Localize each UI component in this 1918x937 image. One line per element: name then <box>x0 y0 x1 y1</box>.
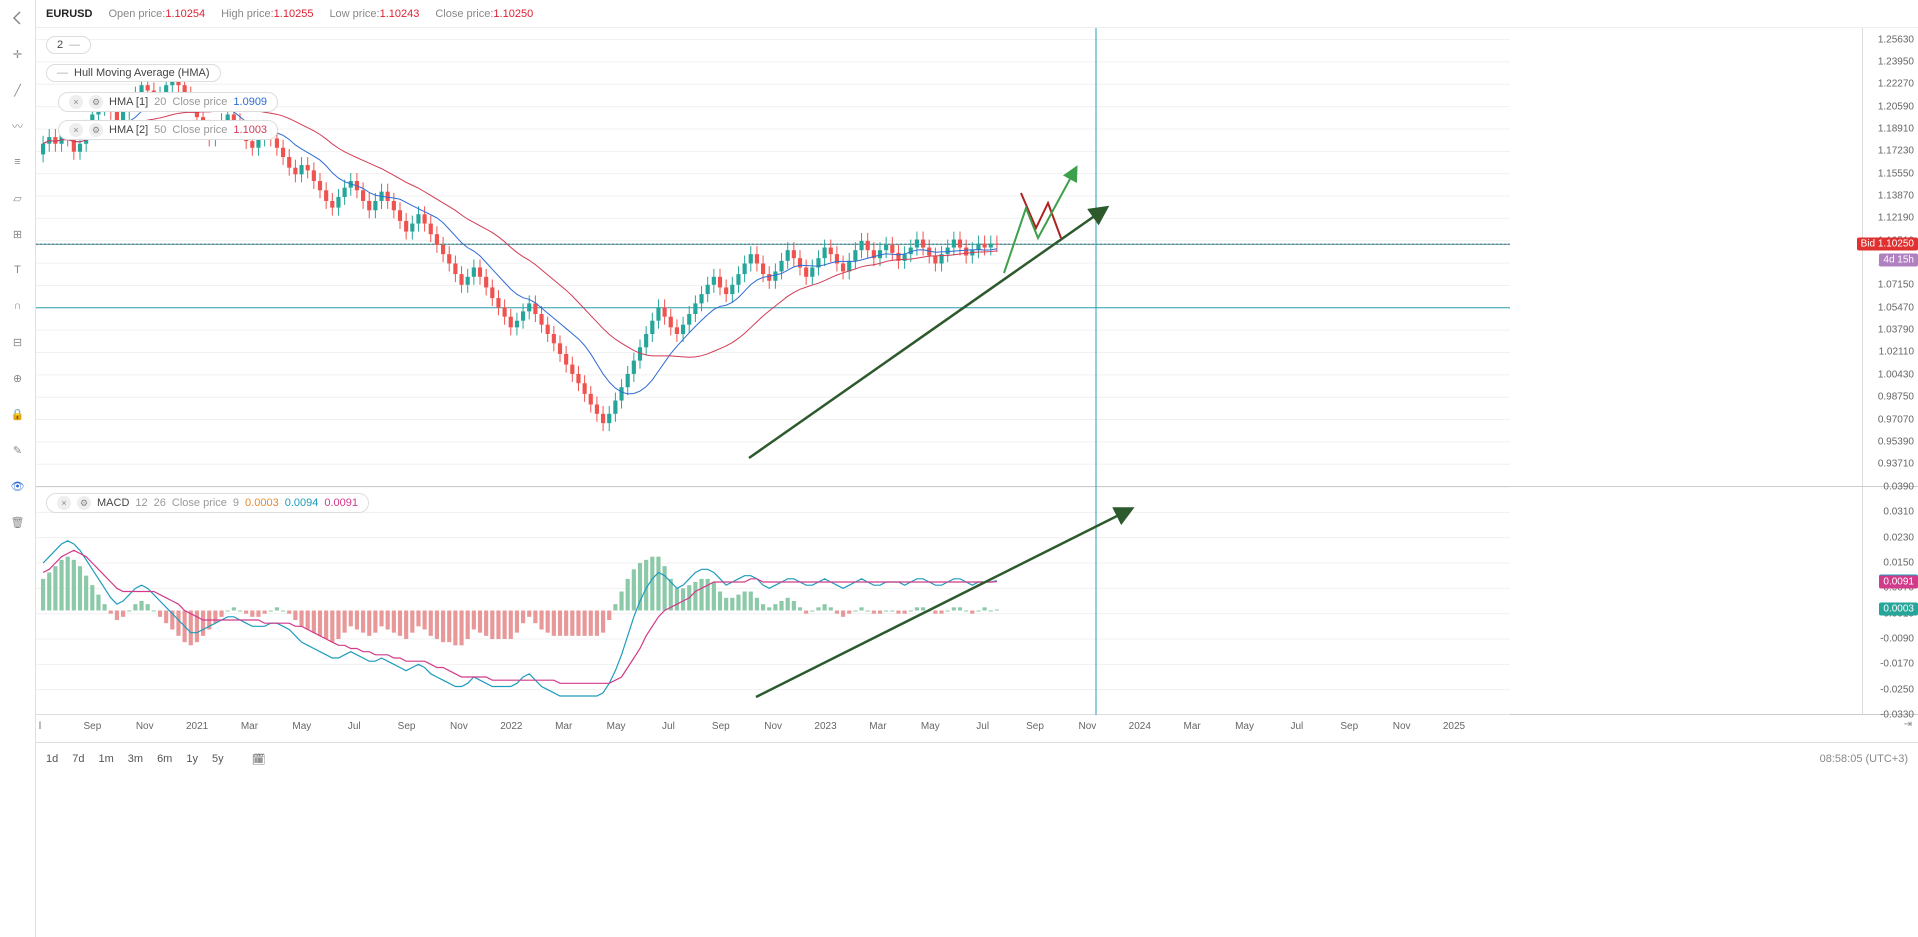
macd-axis[interactable]: 0.03900.03100.02300.01500.0070-0.0010-0.… <box>1862 487 1918 714</box>
layer-badge[interactable]: 2— <box>46 36 91 54</box>
high-label: High price: <box>221 8 274 20</box>
open-label: Open price: <box>108 8 165 20</box>
timeframe-1m[interactable]: 1m <box>99 753 114 765</box>
timeframe-1y[interactable]: 1y <box>186 753 198 765</box>
close-label: Close price: <box>435 8 493 20</box>
calendar-icon[interactable]: 🗓 <box>252 753 266 766</box>
gear-icon[interactable]: ⚙ <box>77 496 91 510</box>
hma1-badge[interactable]: × ⚙ HMA [1] 20 Close price 1.0909 <box>58 92 278 112</box>
macd-badge[interactable]: × ⚙ MACD 12 26 Close price 9 0.0003 0.00… <box>46 493 369 513</box>
visibility-tool-icon[interactable]: 👁 <box>8 476 28 496</box>
clock-label: 08:58:05 (UTC+3) <box>1820 753 1908 765</box>
hma2-badge[interactable]: × ⚙ HMA [2] 50 Close price 1.1003 <box>58 120 278 140</box>
close-icon[interactable]: × <box>69 95 83 109</box>
gear-icon[interactable]: ⚙ <box>89 123 103 137</box>
delete-tool-icon[interactable]: 🗑 <box>8 512 28 532</box>
edit-tool-icon[interactable]: ✎ <box>8 440 28 460</box>
timeframe-5y[interactable]: 5y <box>212 753 224 765</box>
macd-chart[interactable]: × ⚙ MACD 12 26 Close price 9 0.0003 0.00… <box>36 487 1918 715</box>
close-value: 1.10250 <box>493 8 533 20</box>
gear-icon[interactable]: ⚙ <box>89 95 103 109</box>
drawing-toolbar: ✛ ╱ 〰 ≡ ▱ ⊞ T ∩ ⊟ ⊕ 🔒 ✎ 👁 🗑 <box>0 0 36 937</box>
price-chart[interactable]: 2— —Hull Moving Average (HMA) × ⚙ HMA [1… <box>36 28 1918 487</box>
fib-tool-icon[interactable]: ≡ <box>8 152 28 172</box>
text-tool-icon[interactable]: T <box>8 260 28 280</box>
chart-header: EURUSD Open price:1.10254 High price:1.1… <box>36 0 1918 28</box>
brush-tool-icon[interactable]: 〰 <box>8 116 28 136</box>
timeframe-1d[interactable]: 1d <box>46 753 58 765</box>
symbol-label[interactable]: EURUSD <box>46 8 92 20</box>
timeframe-6m[interactable]: 6m <box>157 753 172 765</box>
macd-plot-svg <box>36 487 1510 715</box>
magnet-tool-icon[interactable]: ∩ <box>8 296 28 316</box>
low-value: 1.10243 <box>380 8 420 20</box>
timeframe-bar: 1d 7d 1m 3m 6m 1y 5y 🗓 08:58:05 (UTC+3) <box>36 743 1918 775</box>
zoom-tool-icon[interactable]: ⊕ <box>8 368 28 388</box>
timeframe-7d[interactable]: 7d <box>72 753 84 765</box>
ruler-tool-icon[interactable]: ⊟ <box>8 332 28 352</box>
low-label: Low price: <box>329 8 379 20</box>
pattern-tool-icon[interactable]: ⊞ <box>8 224 28 244</box>
goto-date-icon[interactable]: ⇥ <box>1904 719 1912 730</box>
time-axis[interactable]: ⇥ lSepNov2021MarMayJulSepNov2022MarMayJu… <box>36 715 1918 743</box>
price-axis[interactable]: 1.256301.239501.222701.205901.189101.172… <box>1862 28 1918 486</box>
high-value: 1.10255 <box>274 8 314 20</box>
crosshair-tool-icon[interactable]: ✛ <box>8 44 28 64</box>
trendline-tool-icon[interactable]: ╱ <box>8 80 28 100</box>
close-icon[interactable]: × <box>57 496 71 510</box>
shape-tool-icon[interactable]: ▱ <box>8 188 28 208</box>
timeframe-3m[interactable]: 3m <box>128 753 143 765</box>
back-icon[interactable] <box>8 8 28 28</box>
open-value: 1.10254 <box>165 8 205 20</box>
lock-tool-icon[interactable]: 🔒 <box>8 404 28 424</box>
close-icon[interactable]: × <box>69 123 83 137</box>
hma-group-badge[interactable]: —Hull Moving Average (HMA) <box>46 64 221 82</box>
